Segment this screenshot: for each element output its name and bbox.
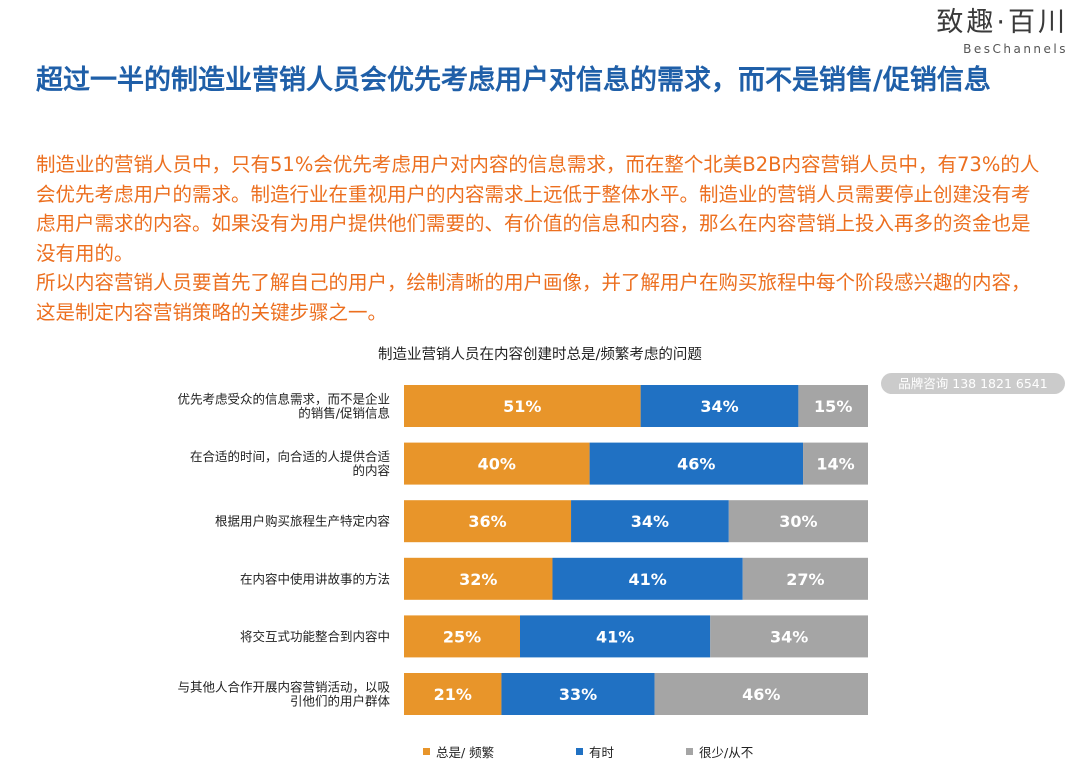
bar-segment (742, 557, 868, 600)
data-label: 21% (434, 685, 472, 704)
category-label: 在合适的时间，向合适的人提供合适的内容 (190, 449, 390, 478)
legend-swatch (576, 748, 583, 755)
data-label: 32% (459, 570, 497, 589)
body-paragraph-1: 制造业的营销人员中，只有51%会优先考虑用户对内容的信息需求，而在整个北美B2B… (36, 153, 1040, 265)
legend-item: 有时 (576, 742, 614, 761)
brand-logo: 致趣·百川 BesChannels (936, 6, 1068, 56)
category-label-line: 与其他人合作开展内容营销活动，以吸 (177, 680, 390, 695)
data-label: 34% (770, 627, 808, 646)
bar-segment (404, 442, 590, 485)
chart-title: 制造业营销人员在内容创建时总是/频繁考虑的问题 (378, 347, 702, 363)
bar-segment (640, 385, 799, 427)
data-label: 41% (596, 627, 634, 646)
data-label: 25% (443, 627, 481, 646)
bar-segment (728, 500, 868, 543)
brand-name-cn: 致趣·百川 (936, 7, 1068, 38)
category-label: 与其他人合作开展内容营销活动，以吸引他们的用户群体 (177, 680, 390, 709)
data-label: 15% (814, 397, 852, 416)
bar-segment (404, 385, 641, 427)
category-label-line: 的内容 (352, 463, 390, 478)
data-label: 51% (503, 397, 541, 416)
data-label: 33% (559, 685, 597, 704)
bar-segment (404, 500, 572, 543)
data-label: 46% (742, 685, 780, 704)
legend-item: 很少/从不 (686, 742, 753, 761)
category-label-line: 的销售/促销信息 (298, 406, 390, 421)
body-paragraph-2: 所以内容营销人员要首先了解自己的用户，绘制清晰的用户画像，并了解用户在购买旅程中… (36, 271, 1031, 324)
chart-legend: 总是/ 频繁 有时 很少/从不 (0, 742, 1080, 760)
legend-swatch (686, 748, 693, 755)
data-label: 34% (700, 397, 738, 416)
body-text: 制造业的营销人员中，只有51%会优先考虑用户对内容的信息需求，而在整个北美B2B… (36, 150, 1046, 327)
bar-segment (803, 442, 868, 485)
category-label-line: 根据用户购买旅程生产特定内容 (215, 514, 390, 529)
bar-segment (710, 615, 868, 658)
category-label: 根据用户购买旅程生产特定内容 (215, 514, 390, 529)
data-label: 34% (631, 512, 669, 531)
legend-label: 很少/从不 (699, 745, 754, 760)
legend-label: 总是/ 频繁 (436, 745, 495, 760)
data-label: 30% (779, 512, 817, 531)
category-label-line: 在内容中使用讲故事的方法 (240, 571, 390, 586)
category-label-line: 在合适的时间，向合适的人提供合适 (190, 449, 390, 464)
page-title: 超过一半的制造业营销人员会优先考虑用户对信息的需求，而不是销售/促销信息 (36, 65, 991, 96)
category-label: 将交互式功能整合到内容中 (240, 629, 390, 644)
data-label: 46% (677, 455, 715, 474)
legend-swatch (423, 748, 430, 755)
bar-segment (571, 500, 729, 543)
bar-segment (589, 442, 804, 485)
bar-segment (404, 673, 502, 715)
category-label-line: 引他们的用户群体 (290, 694, 391, 709)
category-label-line: 优先考虑受众的信息需求，而不是企业 (177, 392, 390, 407)
data-label: 41% (628, 570, 666, 589)
category-label: 优先考虑受众的信息需求，而不是企业的销售/促销信息 (177, 392, 390, 421)
data-label: 36% (468, 512, 506, 531)
watermark-badge: 品牌咨询 138 1821 6541 (881, 373, 1065, 394)
brand-name-en: BesChannels (963, 42, 1068, 56)
category-label-line: 将交互式功能整合到内容中 (240, 629, 390, 644)
bar-segment (520, 615, 711, 658)
category-label: 在内容中使用讲故事的方法 (240, 571, 390, 586)
bar-segment (654, 673, 868, 715)
bar-segment (404, 557, 553, 600)
data-label: 40% (478, 455, 516, 474)
bar-segment (404, 615, 520, 658)
bar-segment (798, 385, 868, 427)
bar-segment (552, 557, 743, 600)
bar-segment (501, 673, 655, 715)
legend-label: 有时 (589, 745, 615, 760)
data-label: 14% (816, 455, 854, 474)
data-label: 27% (786, 570, 824, 589)
legend-item: 总是/ 频繁 (423, 742, 494, 761)
